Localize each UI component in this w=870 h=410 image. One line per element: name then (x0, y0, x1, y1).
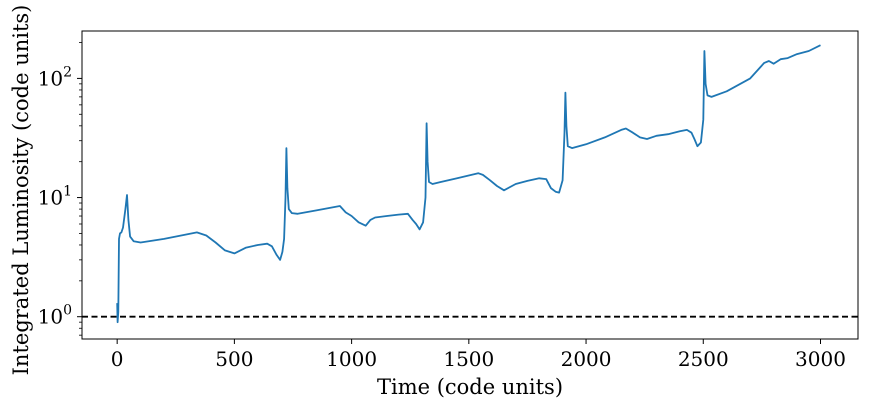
y-tick-label: 101 (38, 184, 72, 210)
plot-frame (81, 30, 859, 340)
x-axis-ticks: 0 500 1000 1500 2000 2500 3000 (111, 339, 846, 371)
x-tick-label: 0 (111, 347, 124, 371)
y-tick-label: 102 (38, 64, 72, 90)
series-line-0 (116, 44, 821, 324)
x-tick-label: 2500 (678, 347, 729, 371)
x-tick-label: 3000 (795, 347, 846, 371)
x-tick-label: 1500 (443, 347, 494, 371)
y-axis-ticks: 100 101 102 (38, 42, 82, 336)
series-layer (116, 44, 821, 324)
x-tick-label: 500 (215, 347, 253, 371)
x-axis-title: Time (code units) (377, 375, 563, 399)
x-tick-label: 2000 (561, 347, 612, 371)
x-tick-label: 1000 (326, 347, 377, 371)
y-tick-label: 100 (38, 303, 72, 329)
y-axis-title: Integrated Luminosity (code units) (9, 5, 33, 376)
